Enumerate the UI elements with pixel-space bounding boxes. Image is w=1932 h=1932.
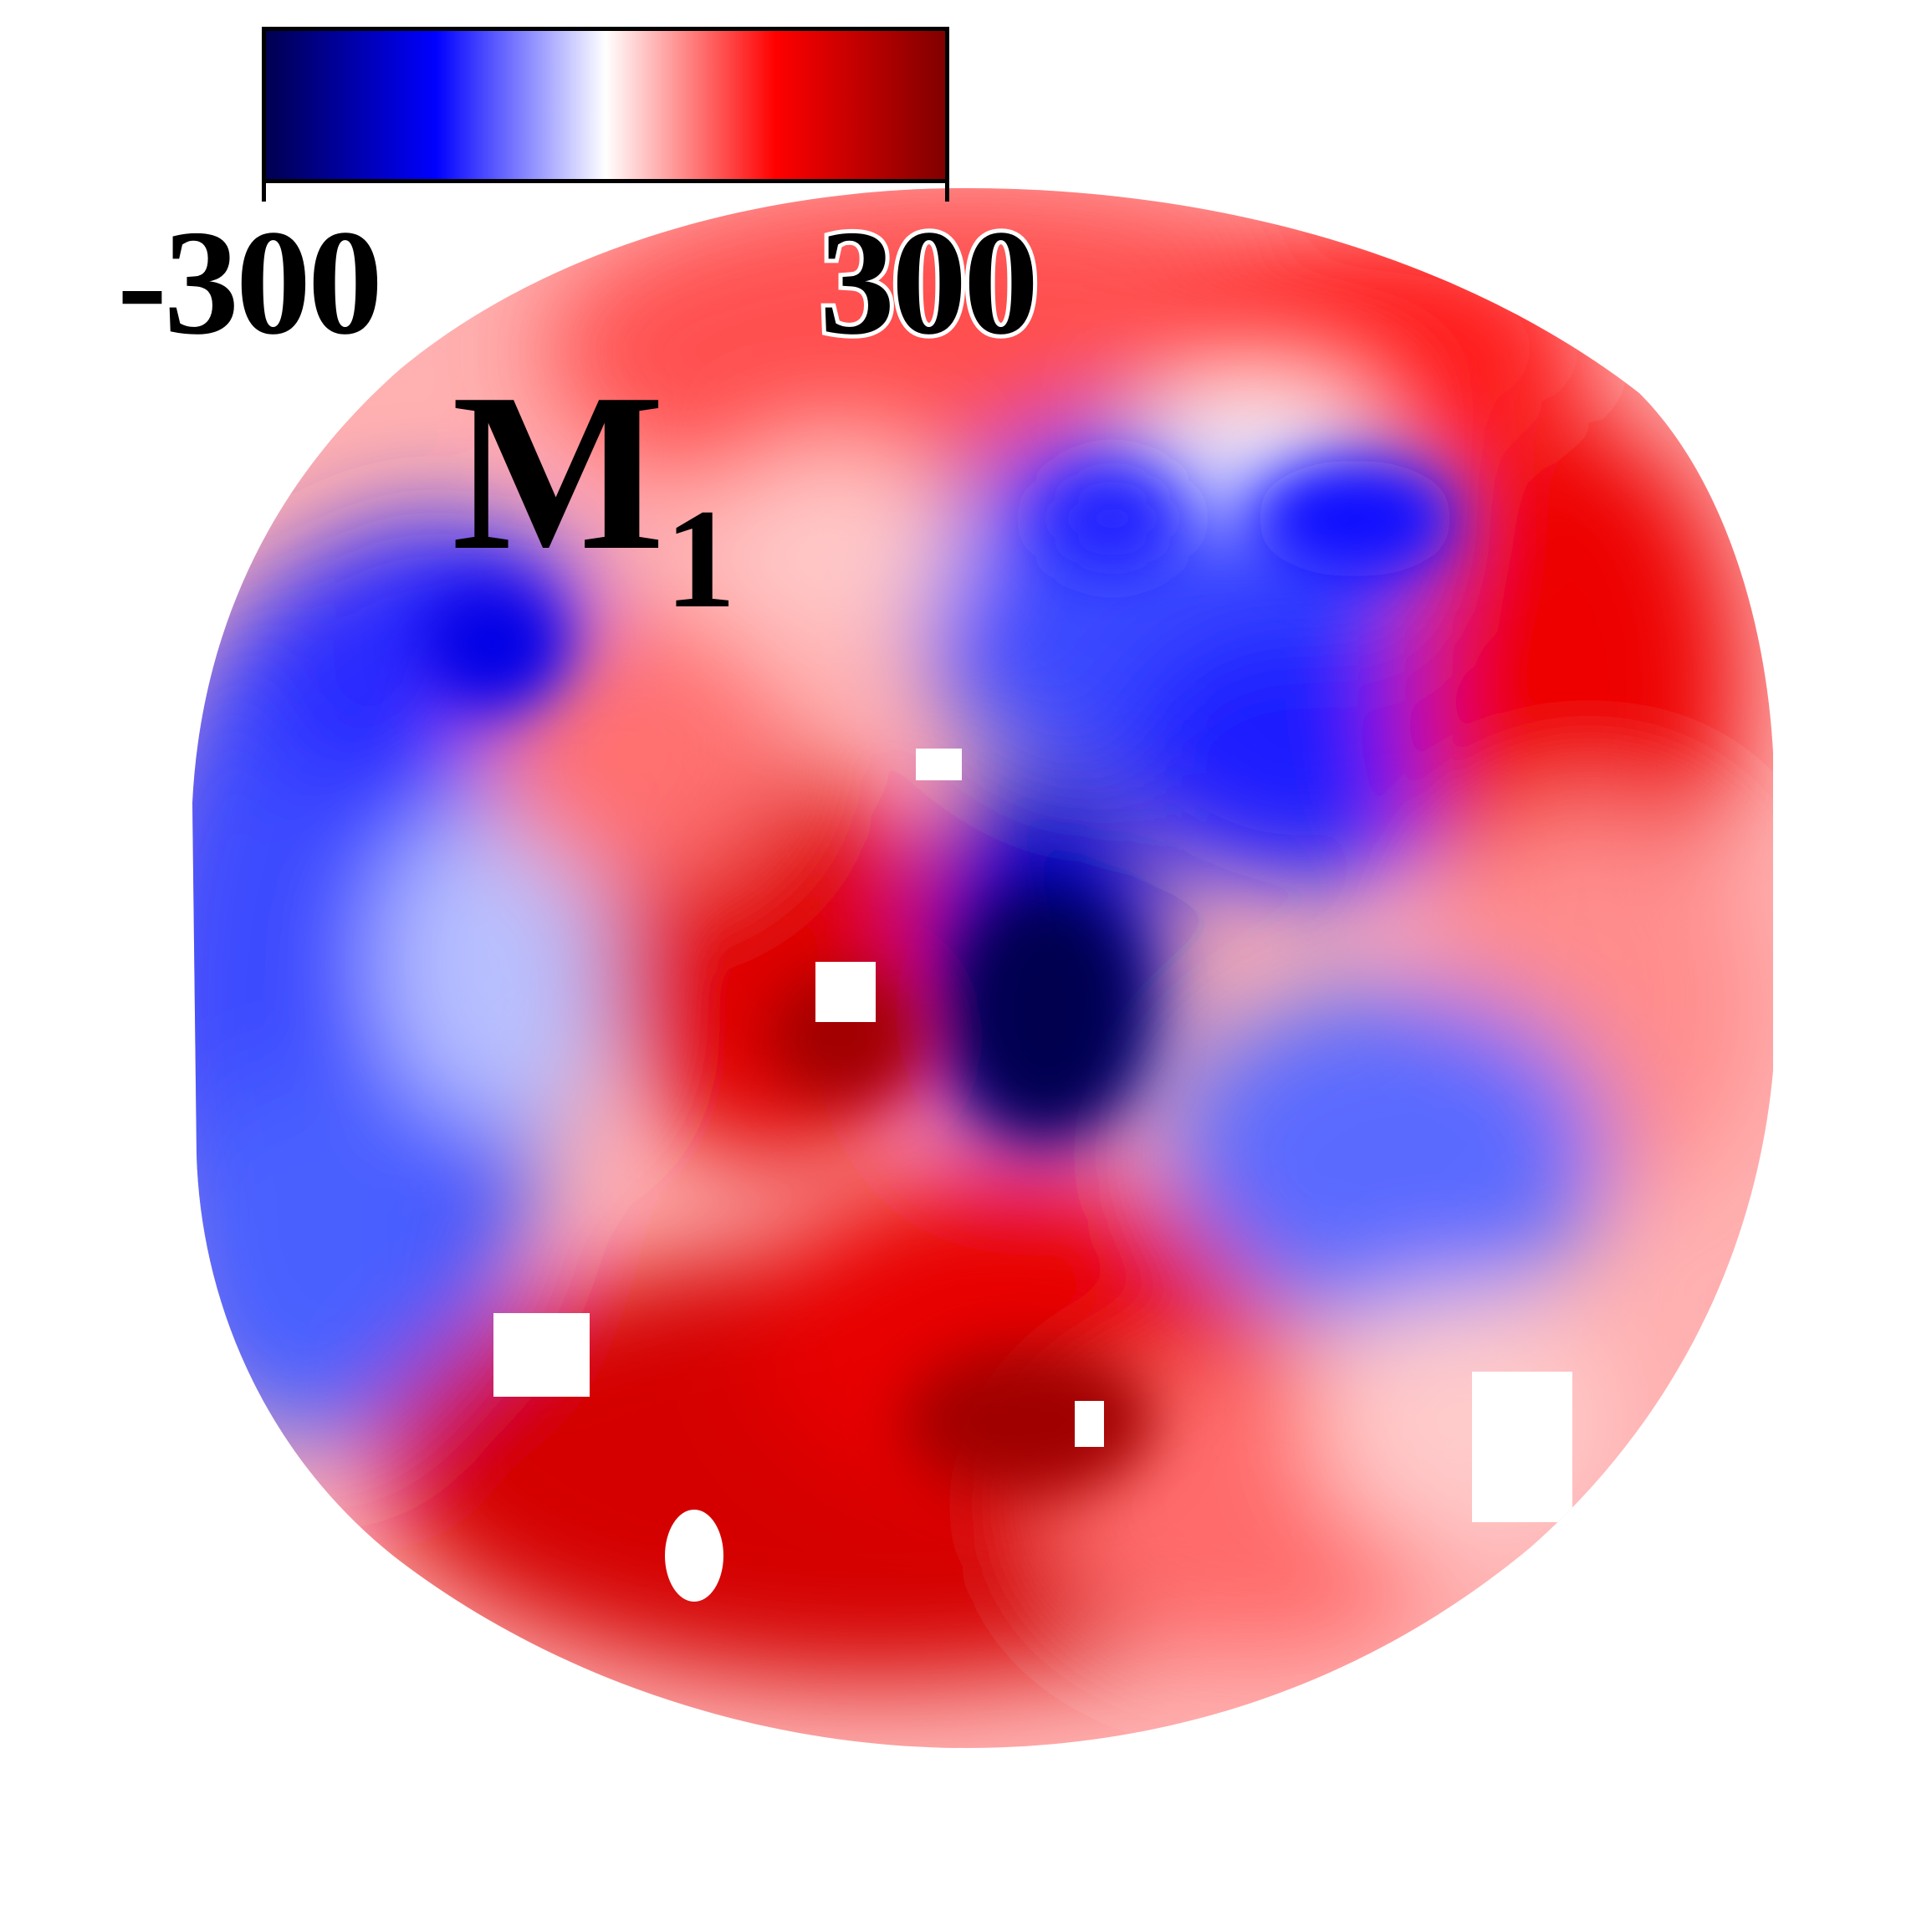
panel-label-sub: 1 xyxy=(664,480,736,637)
colorbar-max-label: 300 xyxy=(815,199,1043,365)
panel-label-main: M xyxy=(452,347,665,597)
colorbar-max-tick xyxy=(945,183,949,202)
panel-label: M1 xyxy=(452,360,736,631)
colorbar-min-tick xyxy=(262,183,266,202)
colorbar-min-label: -300 xyxy=(117,199,383,365)
colorbar xyxy=(262,27,949,183)
